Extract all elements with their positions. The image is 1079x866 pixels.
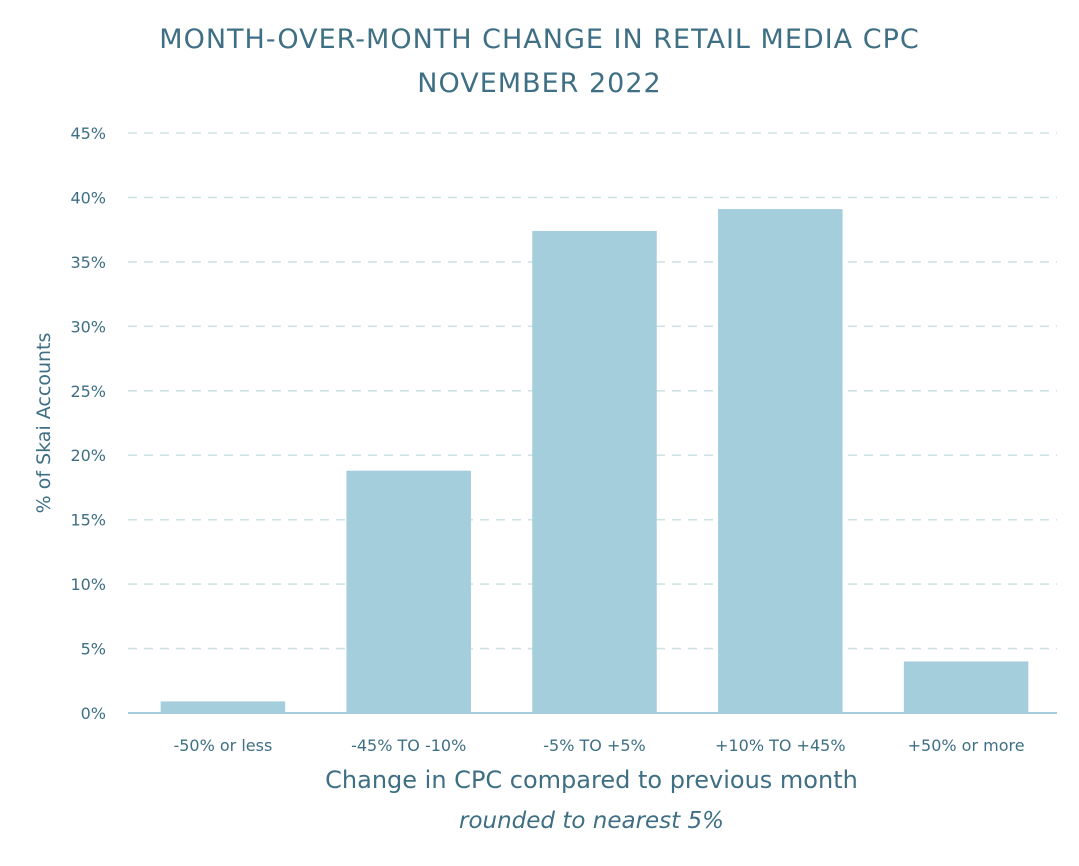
bars xyxy=(160,209,1029,714)
x-axis-ticks: -50% or less -45% TO -10% -5% TO +5% +10% T… xyxy=(173,736,1024,755)
bar xyxy=(532,230,657,713)
x-tick-label: -50% or less xyxy=(173,736,272,755)
y-tick-label: 15% xyxy=(70,511,106,530)
y-axis-label: % of Skai Accounts xyxy=(33,333,55,514)
bar xyxy=(346,470,471,713)
x-tick-label: -5% TO +5% xyxy=(543,736,645,755)
y-tick-label: 10% xyxy=(70,575,106,594)
x-axis-label: Change in CPC compared to previous month xyxy=(325,766,858,794)
x-tick-label: +10% TO +45% xyxy=(715,736,845,755)
y-tick-label: 40% xyxy=(70,188,106,207)
y-tick-label: 20% xyxy=(70,446,106,465)
bar xyxy=(718,209,843,714)
y-axis-ticks: 0% 5% 10% 15% 20% 25% 30% 35% 40% 45% xyxy=(70,124,106,723)
y-tick-label: 35% xyxy=(70,253,106,272)
y-tick-label: 0% xyxy=(81,704,106,723)
bar xyxy=(903,661,1029,713)
y-tick-label: 30% xyxy=(70,317,106,336)
x-tick-label: +50% or more xyxy=(908,736,1025,755)
y-tick-label: 45% xyxy=(70,124,106,143)
x-tick-label: -45% TO -10% xyxy=(351,736,466,755)
y-tick-label: 25% xyxy=(70,382,106,401)
y-tick-label: 5% xyxy=(81,640,106,659)
bar xyxy=(160,701,286,713)
chart-subtitle: NOVEMBER 2022 xyxy=(417,68,662,99)
x-axis-sublabel: rounded to nearest 5% xyxy=(459,808,724,834)
chart-title: MONTH-OVER-MONTH CHANGE IN RETAIL MEDIA … xyxy=(159,24,920,55)
